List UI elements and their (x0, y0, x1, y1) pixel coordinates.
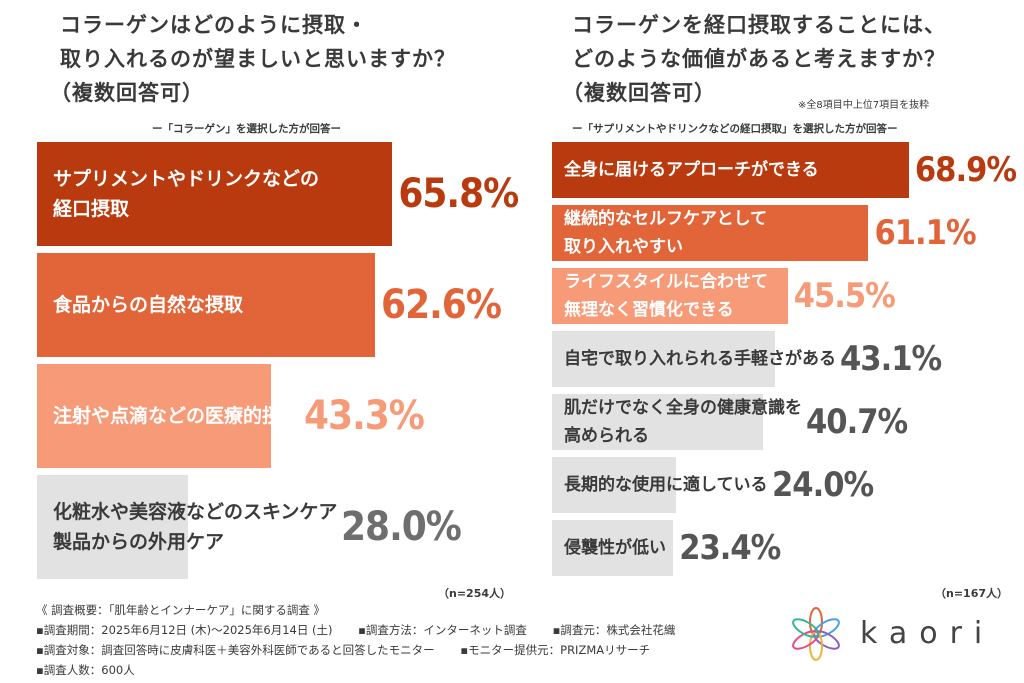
bar-value-label-5: 40.7% (806, 402, 908, 442)
right-question-title: コラーゲンを経口摂取することには、 どのような価値があると考えますか？ （複数回… (562, 8, 946, 110)
footer-source: ▪調査元：株式会社花織 (552, 623, 676, 637)
bar-label-3: ライフスタイルに合わせて 無理なく習慣化できる (564, 272, 768, 320)
bar-6 (552, 457, 677, 513)
footer-overview: 《 調査概要：「肌年齢とインナーケア」に関する調査 》 (36, 603, 326, 617)
bar-label-1: サプリメントやドリンクなどの 経口摂取 (53, 168, 320, 220)
right-title-line2: どのような価値があると考えますか？ (572, 47, 946, 71)
bar-label-3: 注射や点滴などの医療的摂取 (53, 405, 301, 427)
footer-provider: ▪モニター提供元：PRIZMAリサーチ (460, 643, 651, 657)
right-title-line3: （複数回答可） (562, 81, 716, 105)
left-title-line1: コラーゲンはどのように摂取・ (60, 13, 368, 37)
bar-value-label-1: 68.9% (914, 150, 1017, 190)
bar-value-label-2: 61.1% (874, 213, 976, 253)
logo-text: kaori (860, 616, 995, 651)
footer-row-2: ▪調査対象：調査回答時に皮膚科医＋美容外科医師であると回答したモニター ▪モニタ… (36, 640, 675, 660)
bar-2 (552, 205, 869, 261)
left-question-title: コラーゲンはどのように摂取・ 取り入れるのが望ましいと思いますか？ （複数回答可… (50, 8, 456, 110)
bar-1 (552, 142, 909, 198)
survey-overview: 《 調査概要：「肌年齢とインナーケア」に関する調査 》 ▪調査期間：2025年6… (36, 600, 675, 680)
bar-label-7: 侵襲性が低い (564, 538, 666, 558)
bar-value-label-3: 45.5% (793, 276, 896, 316)
bar-value-label-7: 23.4% (679, 528, 781, 568)
bar-label-4: 化粧水や美容液などのスキンケア 製品からの外用ケア (53, 501, 338, 553)
bar-3 (37, 364, 271, 468)
bar-7 (552, 520, 674, 576)
bar-4 (37, 475, 189, 579)
bar-value-label-3: 43.3% (304, 393, 425, 439)
bar-label-2: 継続的なセルフケアとして 取り入れやすい (564, 209, 768, 257)
footer-period: ▪調査期間：2025年6月12日 (木)〜2025年6月14日 (土) (36, 623, 333, 637)
footer-method: ▪調査方法：インターネット調査 (358, 623, 527, 637)
bar-label-2: 食品からの自然な摂取 (53, 294, 244, 316)
left-bar-chart: サプリメントやドリンクなどの 経口摂取 65.8% 食品からの自然な摂取 62.6% 注… (0, 142, 520, 582)
footer-row-1: ▪調査期間：2025年6月12日 (木)〜2025年6月14日 (土) ▪調査方… (36, 620, 675, 640)
bar-label-5: 肌だけでなく全身の健康意識を 高められる (564, 398, 802, 446)
left-title-line2: 取り入れるのが望ましいと思いますか？ (60, 47, 456, 71)
bar-2 (37, 253, 376, 357)
bar-label-6: 長期的な使用に適している (564, 475, 768, 495)
left-subtitle: ー「コラーゲン」を選択した方が回答ー (152, 123, 341, 135)
bar-value-label-6: 24.0% (772, 465, 874, 505)
left-title-line3: （複数回答可） (50, 81, 204, 105)
bar-value-label-2: 62.6% (381, 282, 502, 328)
bar-value-label-4: 43.1% (840, 339, 942, 379)
bar-3 (552, 268, 788, 324)
footer-count: ▪調査人数：600人 (36, 663, 135, 677)
right-subtitle: ー「サプリメントやドリンクなどの経口摂取」を選択した方が回答ー (572, 123, 898, 135)
bar-1 (37, 142, 393, 246)
kaori-logo-mark (792, 607, 840, 661)
right-sample-size: （n=167人） (935, 587, 1009, 600)
bar-4 (552, 331, 776, 387)
bar-value-label-4: 28.0% (341, 504, 462, 550)
bar-value-label-1: 65.8% (398, 171, 519, 217)
logo-flower-icon (792, 607, 840, 661)
right-note: ※全8項目中上位7項目を抜粋 (798, 100, 930, 111)
right-bar-chart: 全身に届けるアプローチができる 68.9% 継続的なセルフケアとして 取り入れやすい… (0, 142, 1024, 582)
left-sample-size: （n=254人） (438, 587, 512, 600)
bar-label-1: 全身に届けるアプローチができる (564, 160, 819, 180)
bar-5 (552, 394, 763, 450)
footer-target: ▪調査対象：調査回答時に皮膚科医＋美容外科医師であると回答したモニター (36, 643, 435, 657)
bar-label-4: 自宅で取り入れられる手軽さがある (564, 349, 836, 369)
right-title-line1: コラーゲンを経口摂取することには、 (572, 13, 946, 37)
